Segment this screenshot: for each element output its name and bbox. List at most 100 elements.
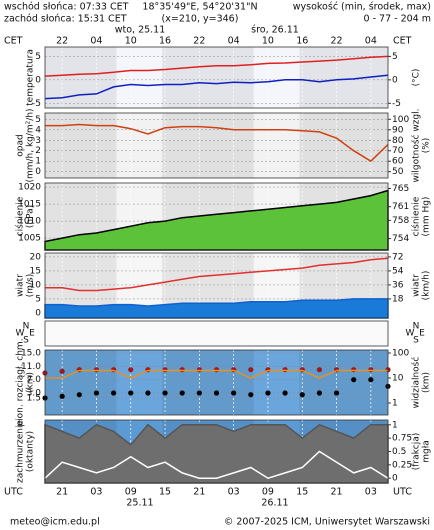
- y-tick-label: 3.0: [27, 389, 42, 399]
- dot: [196, 367, 202, 373]
- bottom-axis-label: UTC: [393, 487, 412, 498]
- line: [44, 450, 389, 480]
- y2-axis-title: (%): [422, 138, 432, 154]
- y2-tick-label: 80: [392, 136, 404, 146]
- y-tick-label: 5: [35, 52, 41, 62]
- dot: [333, 390, 340, 396]
- copyright: © 2007-2025 ICM, Uniwersytet Warszawski: [224, 517, 430, 528]
- area: [44, 189, 389, 251]
- dot: [213, 390, 220, 396]
- panel-frame: [44, 252, 389, 319]
- compass-right: N W E S: [406, 322, 426, 346]
- top-axis-label: CET: [393, 36, 412, 47]
- y2-tick-label: -5: [392, 99, 401, 109]
- area: [44, 423, 389, 484]
- dot: [282, 390, 288, 396]
- dot: [316, 390, 322, 396]
- x-tick-label: 03: [90, 487, 102, 498]
- y2-axis-title: wilgotność wzgl.: [411, 109, 422, 183]
- height-title: wysokość (min, środek, max): [293, 2, 431, 13]
- x-tick-label: 16: [296, 36, 308, 47]
- y-tick-label: 5: [35, 294, 41, 304]
- dot: [162, 367, 168, 373]
- date-label: 26.11: [261, 498, 288, 509]
- panel-background: [45, 47, 388, 108]
- compass-letter: W: [406, 329, 415, 339]
- y-tick-label: 1020: [18, 183, 41, 193]
- top-axis-label: CET: [4, 36, 23, 47]
- x-tick-label: 04: [365, 36, 377, 47]
- y-tick-label: 20: [30, 252, 42, 262]
- x-tick-label: 21: [331, 487, 343, 498]
- panel-frame: [44, 182, 389, 251]
- y-axis-title: (oktanty): [26, 431, 36, 472]
- dot: [111, 390, 117, 396]
- x-tick-label: 21: [193, 487, 205, 498]
- panel-frame: [44, 419, 389, 484]
- date-label: wto, 25.11: [115, 25, 166, 36]
- y-axis-title: (km): [26, 372, 36, 393]
- email: meteo@icm.edu.pl: [10, 517, 100, 528]
- dot: [162, 390, 168, 396]
- y2-axis-title: mgła: [422, 440, 432, 463]
- y2-tick-label: 0.25: [392, 460, 412, 470]
- panel-frame: [44, 46, 389, 109]
- y-tick-label: 1015: [18, 200, 41, 210]
- y-axis-title: (hPa): [26, 205, 36, 228]
- y-axis-title: (m/s): [26, 274, 36, 298]
- x-tick-label: 15: [159, 487, 171, 498]
- y-axis-title: opad: [16, 134, 26, 156]
- x-tick-label: 04: [90, 36, 102, 47]
- dot: [93, 390, 100, 396]
- panel-background: [45, 113, 388, 178]
- y2-axis-title: ciśnienie: [411, 196, 422, 236]
- y2-tick-label: 758: [392, 216, 409, 226]
- y-tick-label: 11.0: [21, 362, 41, 372]
- y-axis-title: temperatura: [26, 49, 36, 106]
- compass-letter: E: [419, 329, 425, 339]
- night-band: [45, 113, 117, 178]
- y2-tick-label: 36: [392, 280, 404, 290]
- y2-tick-label: 70: [392, 146, 404, 156]
- y2-tick-label: 100: [392, 115, 409, 125]
- compass-letter: S: [413, 336, 419, 346]
- dot: [128, 367, 134, 373]
- dot: [59, 393, 65, 399]
- y-tick-label: 5: [35, 115, 41, 125]
- dot: [351, 367, 357, 373]
- compass-letter: S: [23, 336, 29, 346]
- dot: [231, 390, 237, 396]
- panel: 0 0.25 0.5 0.75 1 zachmurzenie (oktanty) (frakc…: [16, 420, 432, 484]
- y2-tick-label: 90: [392, 125, 404, 135]
- x-tick-label: 09: [262, 487, 274, 498]
- y2-axis-title: widzialność: [411, 357, 422, 409]
- compass-letter: N: [23, 322, 30, 332]
- y2-axis-title: (°C): [412, 69, 422, 87]
- x-tick-label: 21: [56, 487, 68, 498]
- panel-background: [45, 350, 388, 415]
- coords: 18°35'49"E, 54°20'31"N: [142, 2, 257, 13]
- y2-tick-label: 0.5: [392, 447, 406, 457]
- area: [44, 298, 389, 319]
- y2-tick-label: 50: [392, 167, 404, 177]
- y2-tick-label: 10: [392, 373, 404, 383]
- y2-tick-label: 5: [392, 52, 398, 62]
- y-tick-label: 1.5: [27, 394, 41, 404]
- night-band: [45, 350, 117, 415]
- x-tick-label: 22: [56, 36, 68, 47]
- night-band: [162, 350, 254, 415]
- line: [45, 123, 389, 163]
- y2-axis-title: (frakcja): [412, 433, 422, 471]
- panel-frame: [44, 349, 389, 416]
- y-tick-label: 2: [35, 146, 41, 156]
- dot: [368, 377, 374, 383]
- dot: [128, 390, 134, 396]
- dot: [299, 392, 305, 398]
- dot: [93, 367, 100, 373]
- y-tick-label: 0: [35, 75, 41, 85]
- night-band: [162, 113, 254, 178]
